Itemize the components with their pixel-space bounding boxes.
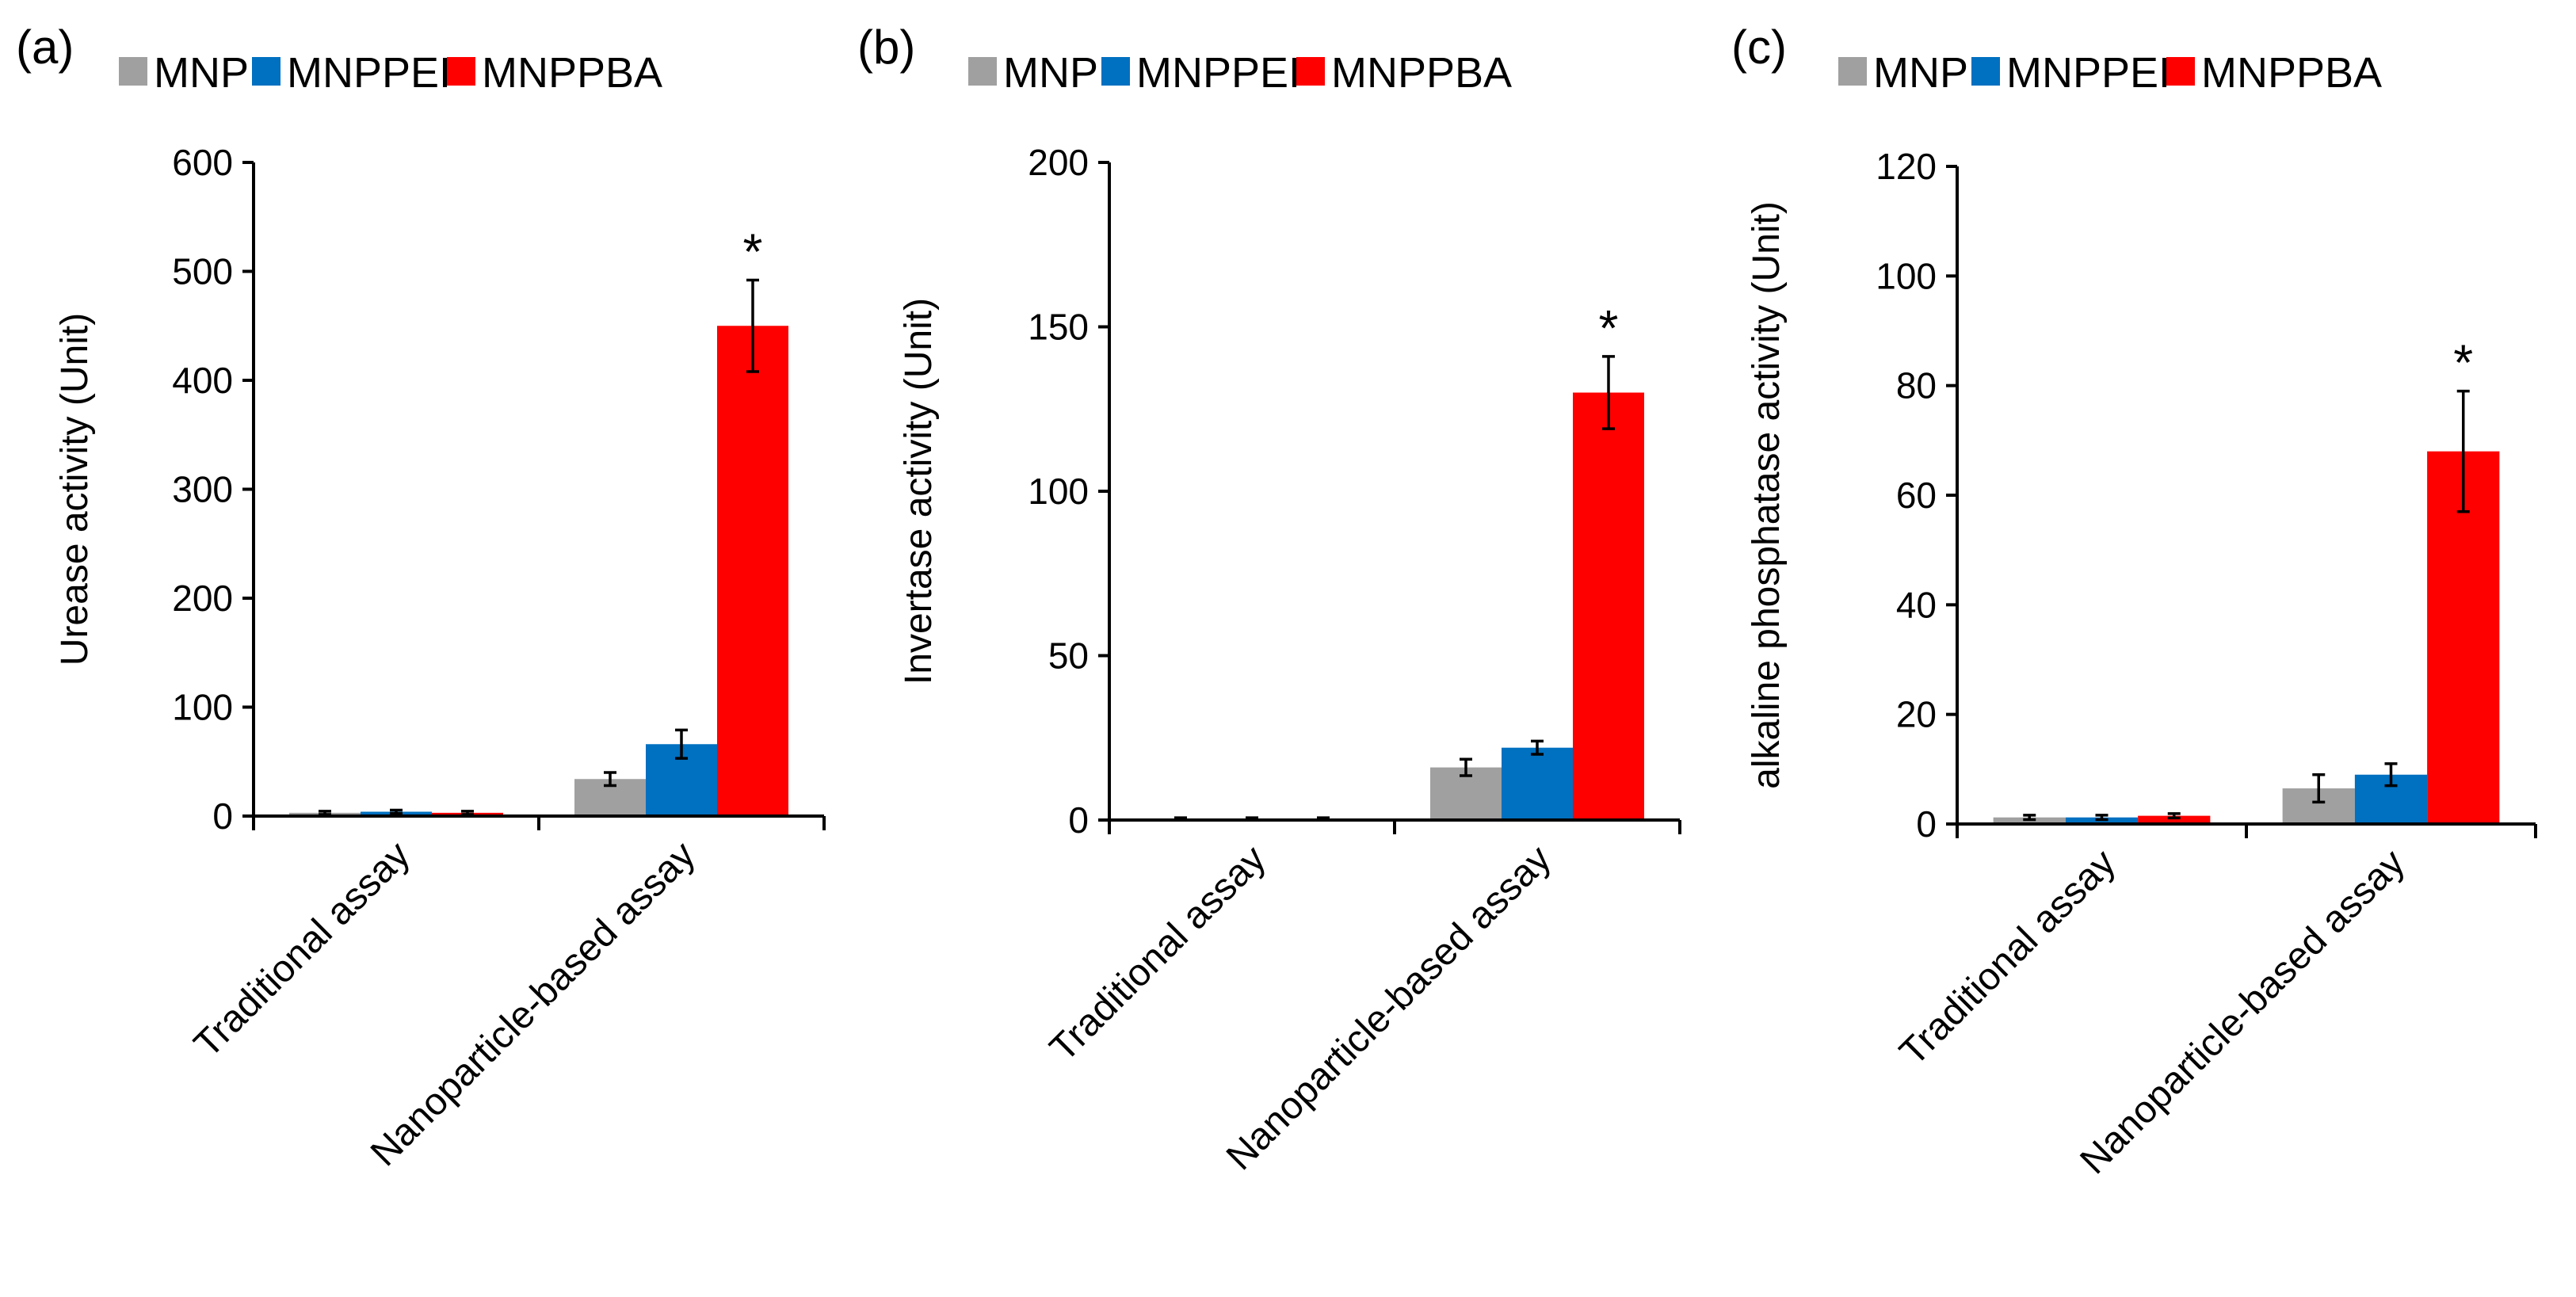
- legend-swatch-mnppei: [1101, 57, 1130, 86]
- chart-panel-c: (c) MNP MNPPEI MNPPBA * 0 20 40 60 80 100 120 Tradit…: [1731, 21, 2537, 1182]
- significance-star: *: [1599, 299, 1619, 357]
- y-tick-label: 200: [1028, 142, 1089, 183]
- bar-mnppba-nanoparticle: [2427, 451, 2500, 824]
- y-tick-label: 40: [1896, 584, 1937, 625]
- y-tick-label: 150: [1028, 307, 1089, 348]
- chart-panel-b: (b) MNP MNPPEI MNPPBA * 0 50 100 150 200 Tradition…: [857, 21, 1681, 1178]
- y-tick-label: 500: [172, 251, 233, 292]
- legend-label-mnppba: MNPPBA: [482, 49, 662, 97]
- x-category-label: Traditional assay: [186, 834, 418, 1066]
- chart-panel-a: (a) MNP MNPPEI MNPPBA * 0 100 200 300 400 500 600 Tr…: [16, 21, 826, 1174]
- legend-swatch-mnp: [968, 57, 997, 86]
- y-tick-label: 300: [172, 469, 233, 510]
- panel-label: (c): [1731, 21, 1787, 74]
- legend-label-mnppba: MNPPBA: [1331, 49, 1512, 97]
- legend-label-mnppei: MNPPEI: [2006, 49, 2170, 97]
- error-bar-mnp-traditional: [2023, 814, 2036, 822]
- legend-label-mnp: MNP: [1873, 49, 1968, 97]
- error-bar-mnppba-nanoparticle: [746, 278, 759, 373]
- error-bar-mnppei-nanoparticle: [675, 728, 688, 760]
- y-tick-label: 100: [172, 687, 233, 728]
- legend-swatch-mnppba: [1296, 57, 1325, 86]
- bar-mnppba-nanoparticle: [1573, 392, 1644, 820]
- y-tick-label: 20: [1896, 694, 1937, 735]
- x-category-label: Nanoparticle-based assay: [2072, 841, 2413, 1182]
- y-tick-label: 0: [212, 795, 233, 837]
- legend-swatch-mnppba: [2166, 57, 2195, 86]
- bar-mnppba-nanoparticle: [717, 326, 788, 816]
- significance-star: *: [743, 223, 763, 280]
- legend-swatch-mnppei: [1971, 57, 2000, 86]
- error-bar-mnppba-nanoparticle: [1602, 355, 1615, 430]
- x-category-label: Nanoparticle-based assay: [1219, 837, 1559, 1178]
- legend-label-mnppei: MNPPEI: [287, 49, 451, 97]
- error-bar-mnppei-nanoparticle: [1531, 739, 1544, 756]
- y-tick-label: 400: [172, 360, 233, 401]
- panel-label: (b): [857, 21, 915, 74]
- error-bar-mnppei-nanoparticle: [2384, 762, 2398, 788]
- y-tick-label: 600: [172, 142, 233, 183]
- legend-label-mnp: MNP: [154, 49, 249, 97]
- error-bar-mnppba-traditional: [2167, 812, 2181, 820]
- legend-swatch-mnp: [1838, 57, 1867, 86]
- error-bar-mnp-nanoparticle: [1460, 757, 1472, 777]
- x-category-label: Traditional assay: [1891, 841, 2124, 1074]
- x-category-label: Nanoparticle-based assay: [363, 834, 704, 1174]
- y-tick-label: 200: [172, 578, 233, 619]
- y-tick-label: 100: [1028, 471, 1089, 512]
- error-bar-mnppba-traditional: [461, 810, 474, 816]
- legend-label-mnppei: MNPPEI: [1136, 49, 1300, 97]
- panel-label: (a): [16, 21, 74, 74]
- y-axis-title: Invertase activity (Unit): [898, 298, 940, 685]
- y-axis-title: Urease activity (Unit): [54, 313, 96, 666]
- legend-label-mnppba: MNPPBA: [2201, 49, 2382, 97]
- error-bar-mnp-nanoparticle: [604, 771, 616, 788]
- y-tick-label: 0: [1916, 803, 1937, 845]
- bar-mnppei-nanoparticle: [1502, 747, 1573, 820]
- legend-swatch-mnppei: [252, 57, 280, 86]
- y-tick-label: 60: [1896, 475, 1937, 516]
- error-bar-mnppba-nanoparticle: [2456, 389, 2470, 513]
- legend-swatch-mnp: [119, 57, 147, 86]
- x-category-label: Traditional assay: [1042, 837, 1274, 1070]
- error-bar-mnppei-traditional: [390, 808, 403, 815]
- y-tick-label: 100: [1876, 255, 1937, 296]
- y-tick-label: 80: [1896, 365, 1937, 406]
- error-bar-mnppei-traditional: [2095, 814, 2109, 822]
- legend-label-mnp: MNP: [1003, 49, 1098, 97]
- y-tick-label: 120: [1876, 146, 1937, 187]
- bar-mnppba-traditional: [2138, 815, 2211, 824]
- y-axis-title: alkaline phosphatase activity (Unit): [1746, 201, 1788, 789]
- significance-star: *: [2453, 334, 2473, 391]
- legend-swatch-mnppba: [447, 57, 475, 86]
- error-bar-mnp-nanoparticle: [2312, 773, 2326, 804]
- y-tick-label: 50: [1048, 635, 1089, 677]
- y-tick-label: 0: [1068, 799, 1089, 841]
- error-bar-mnp-traditional: [319, 810, 331, 816]
